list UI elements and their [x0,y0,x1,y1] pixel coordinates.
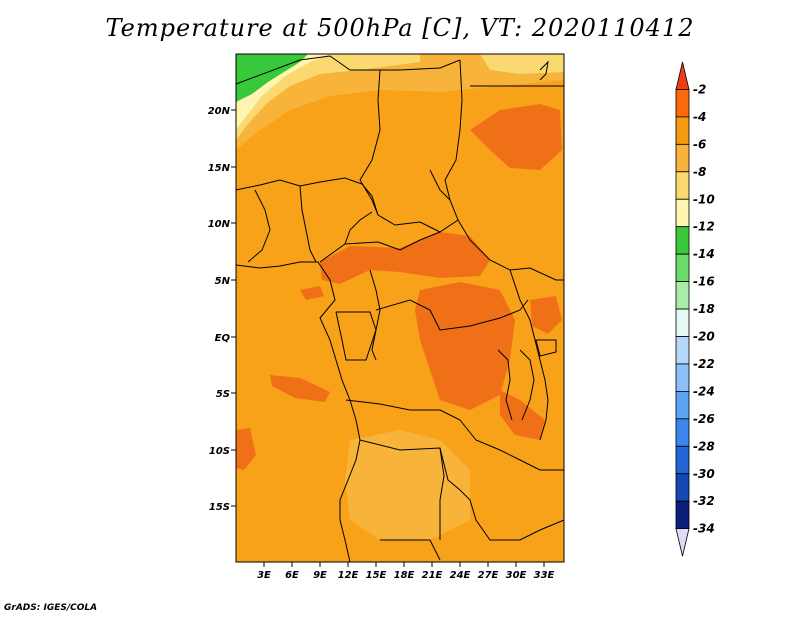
lat-label: 10N [208,219,231,230]
colorbar-label: -4 [693,110,706,124]
lat-label: 15N [208,163,231,174]
colorbar-segment [675,528,690,557]
colorbar-label: -2 [693,82,706,96]
colorbar-label: -34 [693,522,715,536]
colorbar-segment [675,418,690,447]
lon-label: 24E [450,570,471,581]
lat-label: 15S [209,502,230,513]
colorbar-segment [675,281,690,310]
colorbar-segment [675,363,690,392]
country-borders [235,55,565,563]
lon-label: 30E [506,570,527,581]
map-frame [235,53,565,563]
colorbar-label: -32 [693,494,715,508]
colorbar-segment [675,500,690,530]
colorbar-segment [675,445,690,475]
lon-label: 21E [422,570,443,581]
colorbar-segment [675,308,690,337]
lat-label: 5N [215,276,231,287]
colorbar-segment [675,61,690,90]
colorbar: -2 -4 -6 -8 -10 -12 -14 -16 -18 -20 -22 -24 -26 -28 -3… [675,61,715,557]
lon-label: 15E [366,570,387,581]
colorbar-segment [675,390,690,420]
colorbar-label: -12 [693,220,715,234]
map-title: Temperature at 500hPa [C], VT: 202011041… [105,14,695,42]
colorbar-segment [675,473,690,502]
lon-label: 9E [313,570,327,581]
lon-label: 27E [478,570,499,581]
colorbar-label: -20 [693,330,715,344]
colorbar-label: -14 [693,247,715,261]
colorbar-label: -8 [693,165,706,179]
lat-label: 20N [208,106,231,117]
colorbar-segment [675,116,690,145]
temperature-field [236,54,564,562]
lon-axis: 3E 6E 9E 12E 15E 18E 21E 24E 27E 30E 33E [257,562,555,581]
colorbar-segment [675,336,690,365]
colorbar-label: -30 [693,467,715,481]
colorbar-segment [675,226,690,255]
colorbar-label: -16 [693,275,715,289]
lon-label: 12E [338,570,359,581]
colorbar-segment [675,171,690,200]
lon-label: 33E [534,570,555,581]
colorbar-segment [675,89,690,118]
lon-label: 6E [285,570,299,581]
colorbar-label: -18 [693,302,715,316]
lat-axis: 20N 15N 10N 5N EQ 5S 10S 15S [208,106,236,513]
colorbar-segment [675,198,690,228]
lat-label: 5S [216,389,230,400]
colorbar-label: -24 [693,384,715,398]
colorbar-label: -22 [693,357,715,371]
lat-label: 10S [209,446,230,457]
grads-credit: GrADS: IGES/COLA [4,603,98,613]
colorbar-label: -28 [693,439,715,453]
lon-label: 18E [394,570,415,581]
colorbar-segment [675,143,690,173]
colorbar-label: -26 [693,412,715,426]
lon-label: 3E [257,570,271,581]
lat-label: EQ [215,333,231,344]
colorbar-segment [675,253,690,282]
colorbar-label: -6 [693,137,706,151]
colorbar-label: -10 [693,192,715,206]
